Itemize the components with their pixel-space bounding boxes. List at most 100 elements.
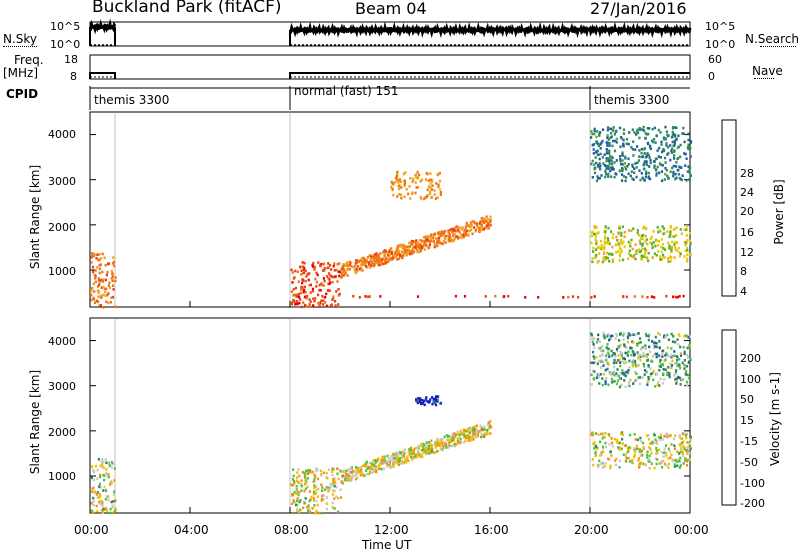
velocity-cell bbox=[685, 370, 688, 373]
velocity-cell bbox=[331, 488, 335, 492]
velocity-cell bbox=[649, 367, 652, 370]
power-cell bbox=[615, 251, 618, 254]
velocity-cell bbox=[625, 459, 628, 462]
velocity-cbar-tick: 100 bbox=[740, 373, 761, 386]
velocity-cell bbox=[445, 434, 448, 437]
power-cell bbox=[634, 162, 637, 165]
power-cell bbox=[470, 220, 473, 224]
power-cell bbox=[438, 171, 441, 175]
power-cell bbox=[591, 132, 594, 136]
velocity-cell bbox=[595, 356, 598, 359]
power-cell bbox=[647, 259, 650, 263]
velocity-cell bbox=[331, 484, 334, 487]
velocity-cell bbox=[649, 442, 652, 445]
velocity-cell bbox=[105, 467, 108, 471]
power-cell bbox=[311, 287, 315, 291]
velocity-cell bbox=[412, 448, 415, 452]
power-cell bbox=[672, 172, 675, 176]
velocity-cell bbox=[665, 352, 668, 355]
power-cell bbox=[447, 229, 450, 232]
power-cell bbox=[678, 176, 681, 180]
velocity-cell bbox=[325, 507, 329, 511]
velocity-cell bbox=[604, 333, 607, 337]
power-cell bbox=[657, 128, 660, 132]
velocity-cell bbox=[605, 352, 609, 356]
power-cell bbox=[489, 219, 492, 223]
velocity-cell bbox=[296, 507, 299, 511]
power-cell bbox=[323, 267, 326, 270]
power-cell bbox=[339, 270, 342, 274]
power-cell bbox=[470, 228, 473, 231]
velocity-cell bbox=[340, 480, 343, 484]
power-cell bbox=[301, 281, 304, 285]
velocity-cell bbox=[635, 364, 638, 368]
velocity-cell bbox=[463, 434, 466, 438]
velocity-cell bbox=[644, 463, 647, 466]
velocity-cell bbox=[92, 500, 95, 503]
power-cell bbox=[96, 289, 99, 292]
velocity-cell bbox=[647, 364, 650, 367]
power-cell bbox=[313, 298, 316, 301]
velocity-cell bbox=[677, 333, 680, 336]
velocity-cell bbox=[633, 447, 636, 450]
velocity-cell bbox=[349, 467, 352, 471]
velocity-cell bbox=[642, 445, 645, 449]
velocity-cell bbox=[631, 364, 634, 368]
power-cell bbox=[365, 265, 368, 268]
velocity-cell bbox=[92, 496, 95, 500]
velocity-cell bbox=[594, 432, 598, 435]
velocity-cell bbox=[602, 360, 605, 364]
power-cell bbox=[676, 296, 679, 299]
power-cell bbox=[424, 196, 427, 199]
velocity-cell bbox=[453, 432, 456, 435]
power-cell bbox=[403, 195, 406, 199]
power-cell bbox=[403, 179, 407, 183]
power-cell bbox=[631, 247, 634, 251]
velocity-cell bbox=[104, 458, 107, 461]
power-cell bbox=[669, 233, 672, 236]
velocity-cell bbox=[320, 511, 323, 515]
power-cell bbox=[311, 289, 315, 293]
power-cell bbox=[388, 256, 391, 260]
velocity-cell bbox=[591, 340, 594, 344]
velocity-cell bbox=[668, 371, 671, 375]
power-cbar-tick: 28 bbox=[740, 167, 754, 180]
power-cell bbox=[632, 255, 635, 259]
velocity-cell bbox=[663, 447, 666, 450]
velocity-cell bbox=[109, 511, 112, 515]
power-cell bbox=[663, 256, 666, 259]
power-cell bbox=[429, 178, 432, 182]
velocity-cell bbox=[606, 334, 609, 338]
velocity-cell bbox=[105, 471, 108, 475]
velocity-cell bbox=[95, 504, 98, 508]
velocity-cell bbox=[650, 452, 653, 455]
power-cell bbox=[107, 301, 110, 305]
velocity-cbar-tick: -100 bbox=[740, 477, 765, 490]
velocity-cell bbox=[419, 453, 422, 457]
velocity-cell bbox=[686, 452, 689, 455]
velocity-cell bbox=[625, 346, 628, 350]
power-cell bbox=[96, 266, 99, 269]
power-cell bbox=[322, 299, 325, 302]
power-cell bbox=[435, 182, 438, 185]
power-cell bbox=[93, 298, 96, 301]
velocity-cell bbox=[426, 400, 429, 403]
velocity-cell bbox=[670, 453, 673, 456]
velocity-cell bbox=[607, 332, 610, 336]
velocity-cell bbox=[457, 437, 460, 440]
power-cell bbox=[653, 296, 656, 299]
velocity-cell bbox=[351, 469, 354, 472]
power-cell bbox=[621, 159, 624, 162]
velocity-cell bbox=[471, 429, 475, 432]
power-cell bbox=[685, 224, 688, 228]
velocity-cell bbox=[370, 465, 373, 468]
power-cell bbox=[685, 241, 688, 245]
power-cell bbox=[684, 164, 687, 167]
velocity-cell bbox=[397, 463, 400, 466]
power-cell bbox=[436, 173, 439, 176]
power-cell bbox=[436, 237, 439, 241]
power-cell bbox=[384, 256, 387, 260]
power-cell bbox=[296, 302, 299, 306]
power-cell bbox=[605, 157, 608, 160]
velocity-cell bbox=[418, 455, 421, 458]
